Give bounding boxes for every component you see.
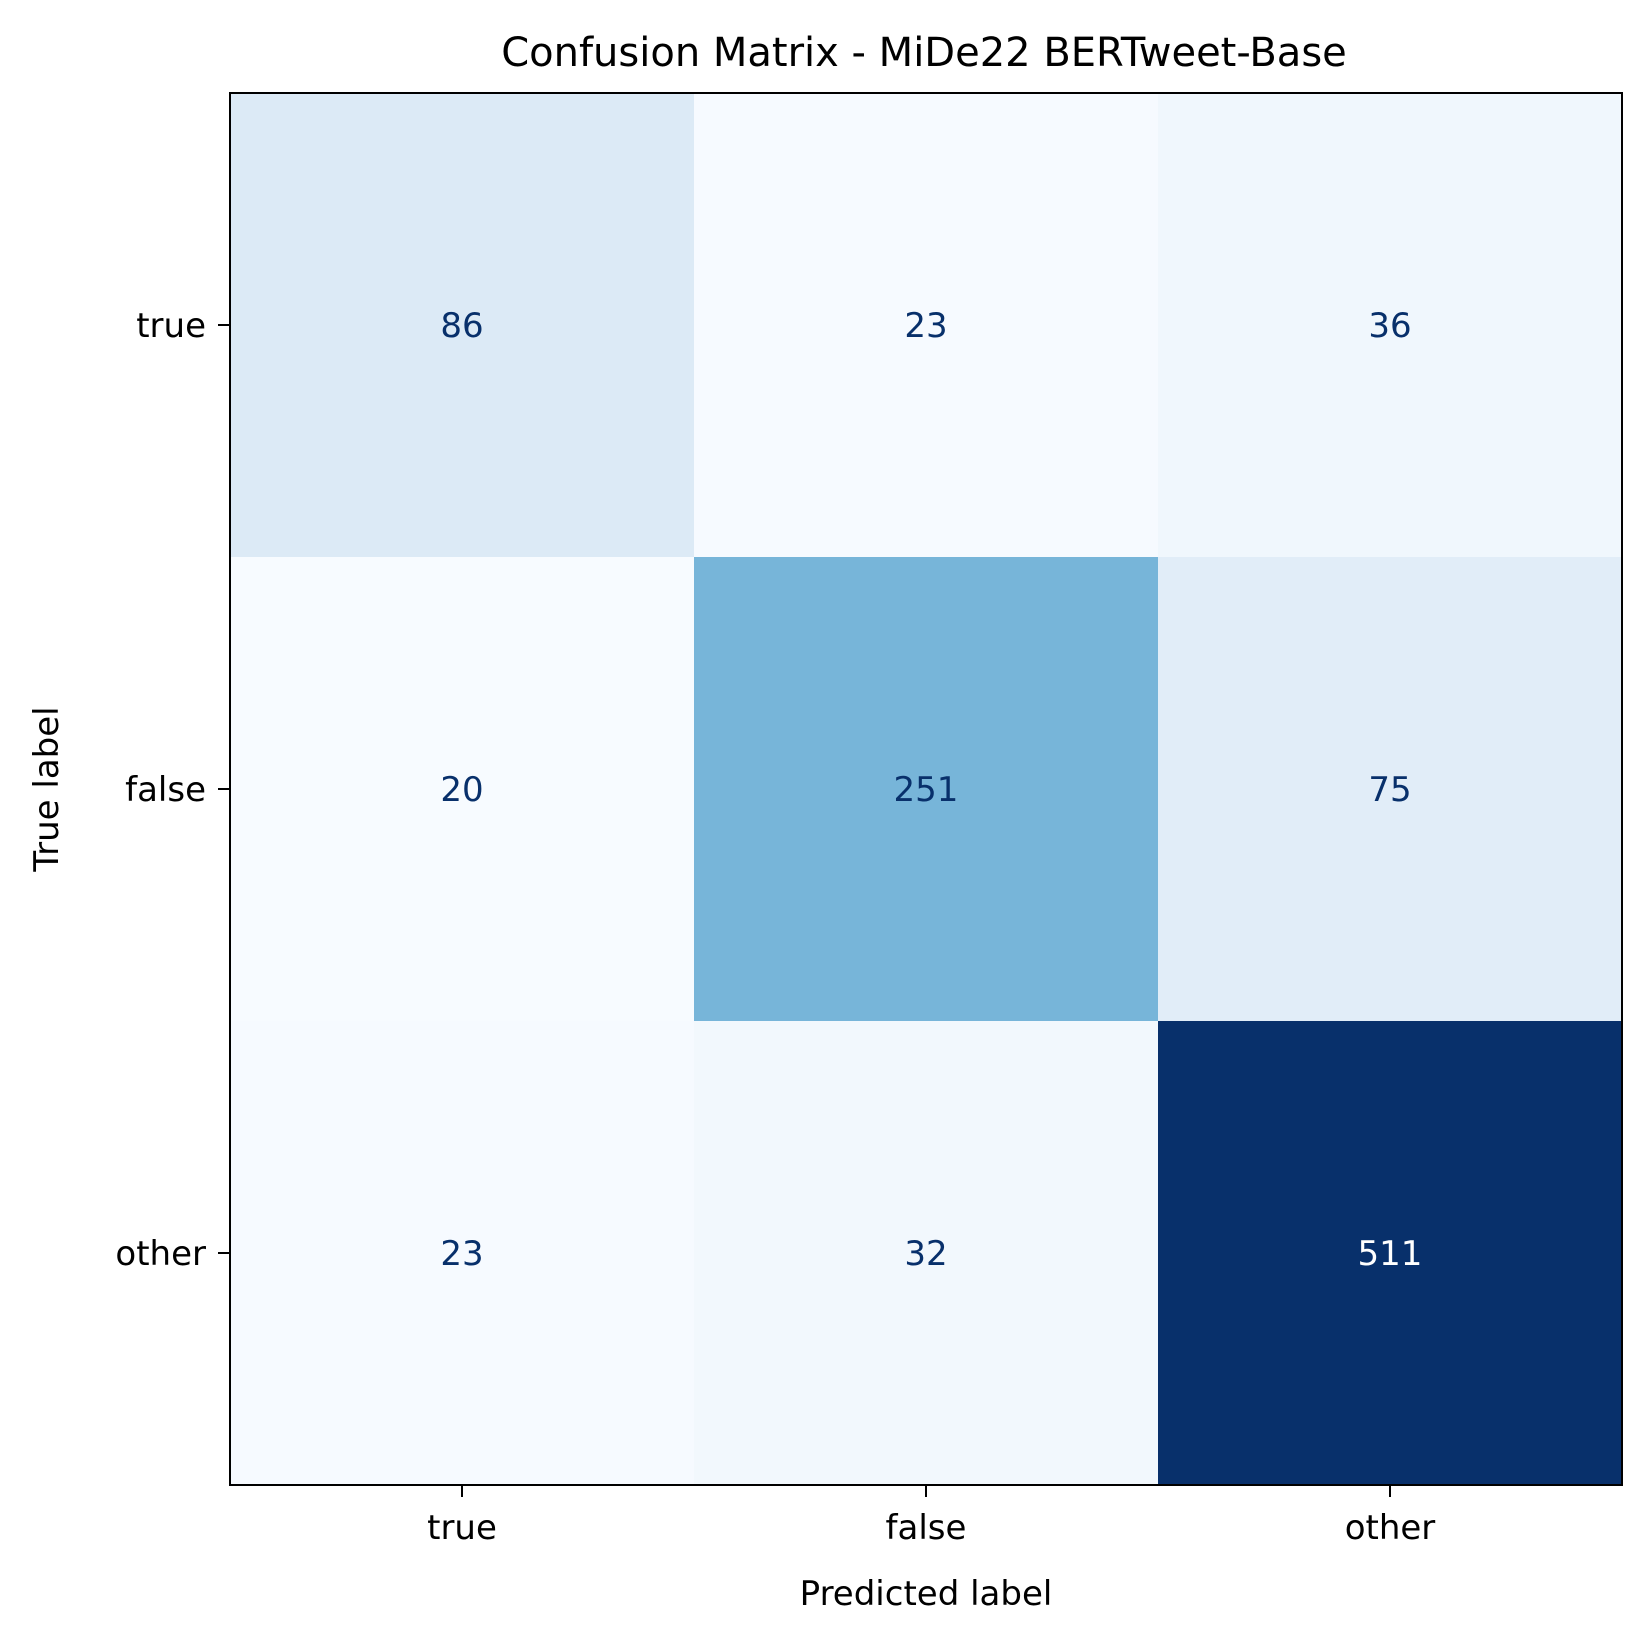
cell-value-false-other: 75 <box>1368 770 1411 810</box>
heatmap-cells <box>230 93 1623 1486</box>
cell-value-other-other: 511 <box>1358 1234 1423 1274</box>
x-tick-label-true: true <box>427 1508 497 1548</box>
heatmap-cell-true-true <box>230 93 695 558</box>
x-axis-ticks: true false other <box>427 1485 1435 1548</box>
cell-value-true-false: 23 <box>904 306 947 346</box>
y-tick-label-true: true <box>136 306 206 346</box>
cell-value-other-true: 23 <box>440 1234 483 1274</box>
cell-value-other-false: 32 <box>904 1234 947 1274</box>
y-tick-label-false: false <box>125 770 206 810</box>
y-axis-ticks: true false other <box>115 306 230 1274</box>
cell-value-true-other: 36 <box>1368 306 1411 346</box>
heatmap-cell-false-false <box>694 557 1159 1022</box>
heatmap-cell-labels: 86 23 36 20 251 75 23 32 511 <box>440 306 1422 1274</box>
heatmap-cell-other-other <box>1158 1021 1623 1486</box>
heatmap-cell-other-true <box>230 1021 695 1486</box>
heatmap-cell-other-false <box>694 1021 1159 1486</box>
cell-value-false-false: 251 <box>894 770 959 810</box>
heatmap-cell-true-other <box>1158 93 1623 558</box>
y-tick-label-other: other <box>115 1234 206 1274</box>
y-axis-label: True label <box>27 706 67 872</box>
x-tick-label-other: other <box>1345 1508 1436 1548</box>
cell-value-true-true: 86 <box>440 306 483 346</box>
heatmap-cell-true-false <box>694 93 1159 558</box>
chart-title: Confusion Matrix - MiDe22 BERTweet-Base <box>501 30 1347 76</box>
heatmap-cell-false-true <box>230 557 695 1022</box>
cell-value-false-true: 20 <box>440 770 483 810</box>
x-tick-label-false: false <box>886 1508 967 1548</box>
x-axis-label: Predicted label <box>800 1574 1053 1614</box>
heatmap-cell-false-other <box>1158 557 1623 1022</box>
